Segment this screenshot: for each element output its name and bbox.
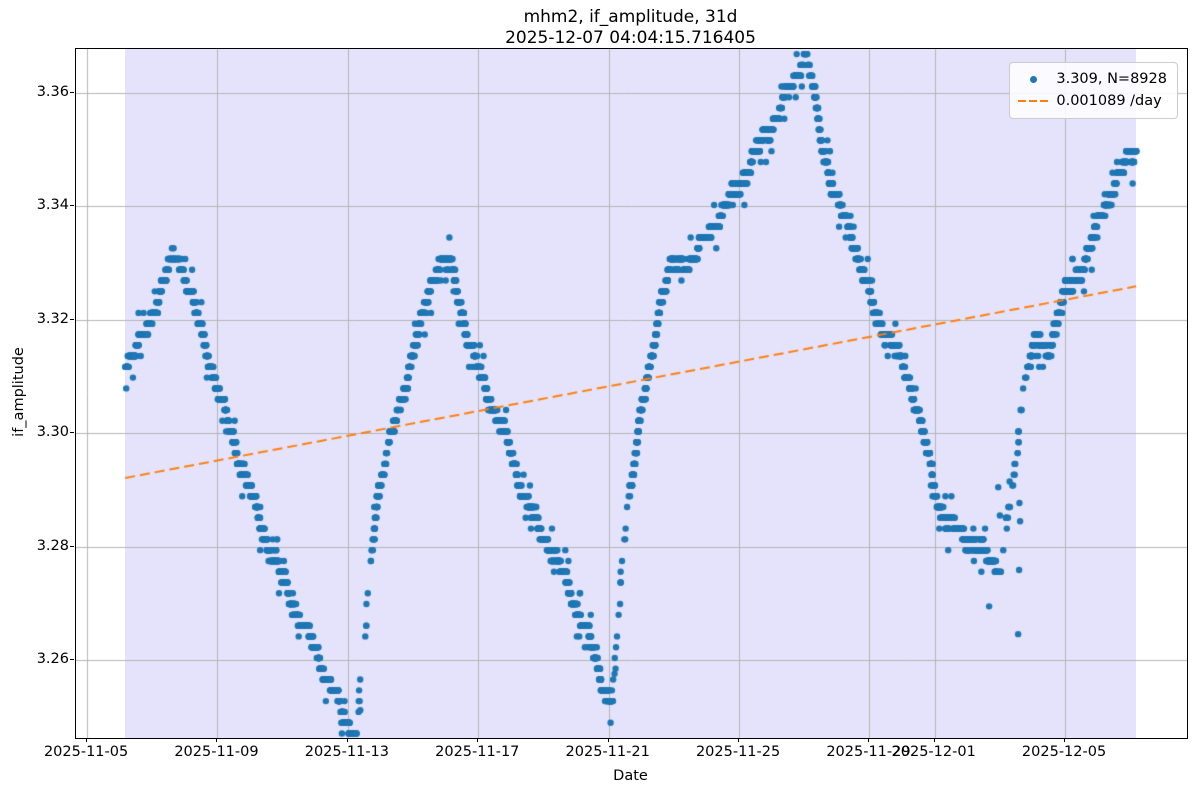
y-tick-mark: [70, 432, 74, 434]
trend-line-icon: [1018, 100, 1049, 102]
x-tick-mark: [607, 738, 609, 742]
x-tick-label: 2025-11-13: [304, 744, 390, 760]
chart-title-line2: 2025-12-07 04:04:15.716405: [505, 28, 756, 48]
x-tick-label: 2025-11-09: [174, 744, 259, 760]
chart-title: mhm2, if_amplitude, 31d 2025-12-07 04:04…: [75, 7, 1186, 49]
legend-item-scatter: 3.309, N=8928: [1018, 68, 1167, 90]
x-tick-label: 2025-12-05: [1021, 744, 1107, 760]
y-tick-mark: [70, 91, 74, 93]
legend-label-scatter: 3.309, N=8928: [1056, 71, 1167, 87]
x-tick-label: 2025-12-01: [891, 744, 976, 760]
x-tick-label: 2025-11-17: [435, 744, 520, 760]
x-tick-mark: [477, 738, 479, 742]
y-tick-label: 3.28: [36, 537, 69, 554]
x-tick-mark: [868, 738, 870, 742]
y-tick-label: 3.30: [36, 424, 69, 441]
x-axis-label: Date: [613, 768, 648, 784]
scatter-marker-icon: [1018, 75, 1048, 83]
y-tick-mark: [70, 545, 74, 547]
plot-area: 3.309, N=8928 0.001089 /day: [75, 48, 1188, 739]
x-tick-mark: [1064, 738, 1066, 742]
legend-label-trend: 0.001089 /day: [1056, 93, 1162, 109]
y-tick-label: 3.32: [36, 310, 69, 327]
y-tick-mark: [70, 318, 74, 320]
y-tick-label: 3.26: [36, 651, 69, 668]
x-tick-label: 2025-11-05: [43, 744, 129, 760]
x-tick-mark: [933, 738, 935, 742]
x-tick-mark: [216, 738, 218, 742]
legend-item-trend: 0.001089 /day: [1018, 90, 1167, 112]
x-tick-label: 2025-11-29: [826, 744, 911, 760]
x-tick-label: 2025-11-25: [695, 744, 781, 760]
y-tick-mark: [70, 205, 74, 207]
y-tick-mark: [70, 659, 74, 661]
x-tick-mark: [346, 738, 348, 742]
x-tick-label: 2025-11-21: [565, 744, 650, 760]
chart-title-line1: mhm2, if_amplitude, 31d: [523, 7, 738, 27]
y-tick-label: 3.36: [36, 83, 69, 100]
y-tick-label: 3.34: [36, 197, 69, 214]
x-tick-mark: [738, 738, 740, 742]
chart-canvas: [76, 49, 1187, 738]
legend: 3.309, N=8928 0.001089 /day: [1009, 62, 1178, 119]
x-tick-mark: [86, 738, 88, 742]
